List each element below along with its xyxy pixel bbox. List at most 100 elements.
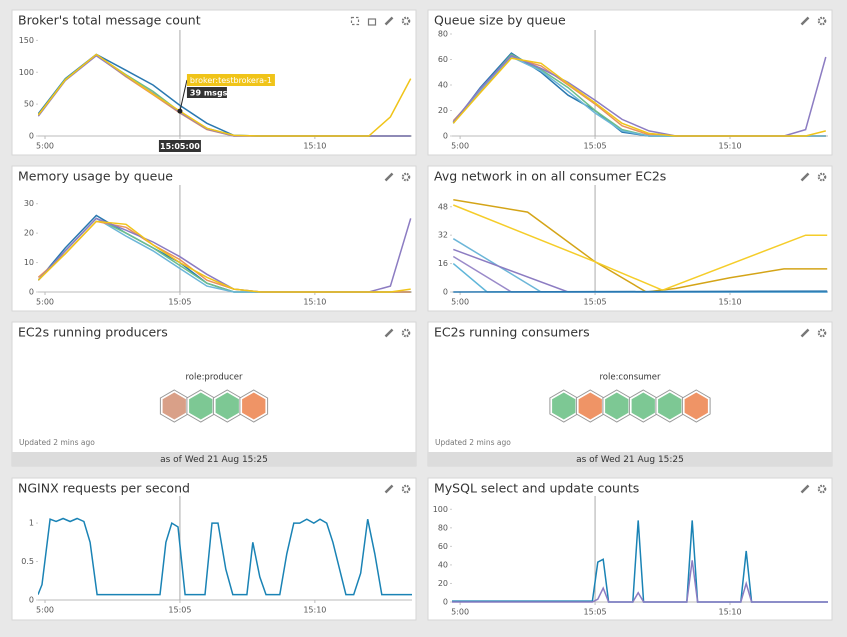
x-tick-label: 5:00	[36, 298, 54, 307]
host-tag: role:consumer	[599, 373, 661, 383]
settings-icon[interactable]	[401, 484, 411, 494]
edit-icon[interactable]	[384, 328, 394, 338]
x-tick-label: 5:00	[451, 142, 469, 151]
x-tick-label: 15:10	[303, 606, 326, 615]
expand-icon[interactable]	[350, 16, 360, 26]
series-line	[453, 204, 828, 292]
y-tick-label: 150	[19, 36, 34, 45]
widget	[11, 321, 417, 467]
host-hex[interactable]	[552, 392, 576, 420]
tooltip-pointer	[179, 79, 188, 112]
settings-icon[interactable]	[401, 172, 411, 182]
host-hex[interactable]	[162, 392, 186, 420]
y-tick-label: 0.5	[21, 557, 34, 566]
tooltip-name: broker:testbrokera-1	[190, 76, 272, 85]
x-tick-label: 5:00	[36, 142, 54, 151]
series-line	[38, 53, 412, 137]
widget-footer	[428, 452, 832, 466]
series-line	[38, 220, 411, 293]
x-tick-label: 15:10	[718, 142, 741, 151]
x-tick-label: 15:10	[303, 298, 326, 307]
settings-icon[interactable]	[401, 16, 411, 26]
host-hex[interactable]	[242, 392, 266, 420]
x-tick-label: 15:05	[168, 298, 191, 307]
settings-icon[interactable]	[401, 328, 411, 338]
updated-note: Updated 2 mins ago	[19, 438, 95, 447]
y-tick-label: 50	[24, 100, 34, 109]
host-hex[interactable]	[631, 392, 655, 420]
widget	[11, 477, 417, 621]
y-tick-label: 60	[438, 55, 448, 64]
x-tick-label: 5:00	[36, 606, 54, 615]
x-tick-label: 5:00	[451, 298, 469, 307]
y-tick-label: 0	[443, 288, 448, 297]
series-line	[453, 290, 828, 293]
edit-icon[interactable]	[384, 16, 394, 26]
updated-note: Updated 2 mins ago	[435, 438, 511, 447]
y-tick-label: 20	[24, 229, 34, 238]
widget-footer	[12, 452, 416, 466]
tooltip-value: 39 msgs	[190, 89, 228, 98]
edit-icon[interactable]	[800, 328, 810, 338]
host-hex[interactable]	[605, 392, 629, 420]
y-tick-label: 0	[29, 288, 34, 297]
widget-title: Memory usage by queue	[18, 169, 173, 184]
y-tick-label: 100	[433, 505, 448, 514]
widget-title: EC2s running consumers	[434, 325, 590, 340]
y-tick-label: 30	[24, 199, 34, 208]
y-tick-label: 0	[29, 132, 34, 141]
y-tick-label: 40	[438, 81, 448, 90]
crosshair-label: 15:05:00	[160, 142, 200, 151]
crosshair-label-box	[158, 140, 201, 152]
widget-title: MySQL select and update counts	[434, 481, 639, 496]
series-line	[452, 57, 826, 137]
settings-icon[interactable]	[817, 172, 827, 182]
x-tick-label: 15:10	[718, 298, 741, 307]
host-hex[interactable]	[189, 392, 213, 420]
host-hex[interactable]	[215, 392, 239, 420]
x-tick-label: 15:05	[584, 142, 607, 151]
widget	[427, 165, 833, 312]
series-line	[38, 517, 412, 596]
widget-title: NGINX requests per second	[18, 481, 190, 496]
widget	[11, 165, 417, 312]
host-hex[interactable]	[578, 392, 602, 420]
edit-icon[interactable]	[800, 172, 810, 182]
share-icon[interactable]	[367, 18, 377, 26]
settings-icon[interactable]	[817, 328, 827, 338]
y-tick-label: 16	[438, 259, 448, 268]
widget-title: Avg network in on all consumer EC2s	[434, 169, 666, 184]
settings-icon[interactable]	[817, 484, 827, 494]
host-hex[interactable]	[684, 392, 708, 420]
footer-text: as of Wed 21 Aug 15:25	[576, 455, 684, 465]
tooltip-name-box	[186, 74, 275, 86]
widget	[427, 321, 833, 467]
edit-icon[interactable]	[800, 16, 810, 26]
y-tick-label: 60	[438, 542, 448, 551]
series-line	[452, 560, 828, 603]
settings-icon[interactable]	[817, 16, 827, 26]
y-tick-label: 32	[438, 231, 448, 240]
y-tick-label: 40	[438, 560, 448, 569]
x-tick-label: 5:00	[451, 608, 469, 617]
edit-icon[interactable]	[384, 172, 394, 182]
edit-icon[interactable]	[384, 484, 394, 494]
x-tick-label: 15:05	[168, 606, 191, 615]
edit-icon[interactable]	[800, 484, 810, 494]
y-tick-label: 10	[24, 258, 34, 267]
y-tick-label: 0	[443, 132, 448, 141]
y-tick-label: 100	[19, 68, 34, 77]
host-tag: role:producer	[185, 373, 243, 383]
widget-title: EC2s running producers	[18, 325, 168, 340]
y-tick-label: 20	[438, 579, 448, 588]
y-tick-label: 1	[29, 519, 34, 528]
y-tick-label: 80	[438, 523, 448, 532]
x-tick-label: 15:05	[584, 298, 607, 307]
widget-title: Queue size by queue	[434, 13, 566, 28]
host-hex[interactable]	[658, 392, 682, 420]
y-tick-label: 20	[438, 106, 448, 115]
widget-title: Broker's total message count	[18, 13, 201, 28]
footer-text: as of Wed 21 Aug 15:25	[160, 455, 268, 465]
y-tick-label: 0	[443, 598, 448, 607]
